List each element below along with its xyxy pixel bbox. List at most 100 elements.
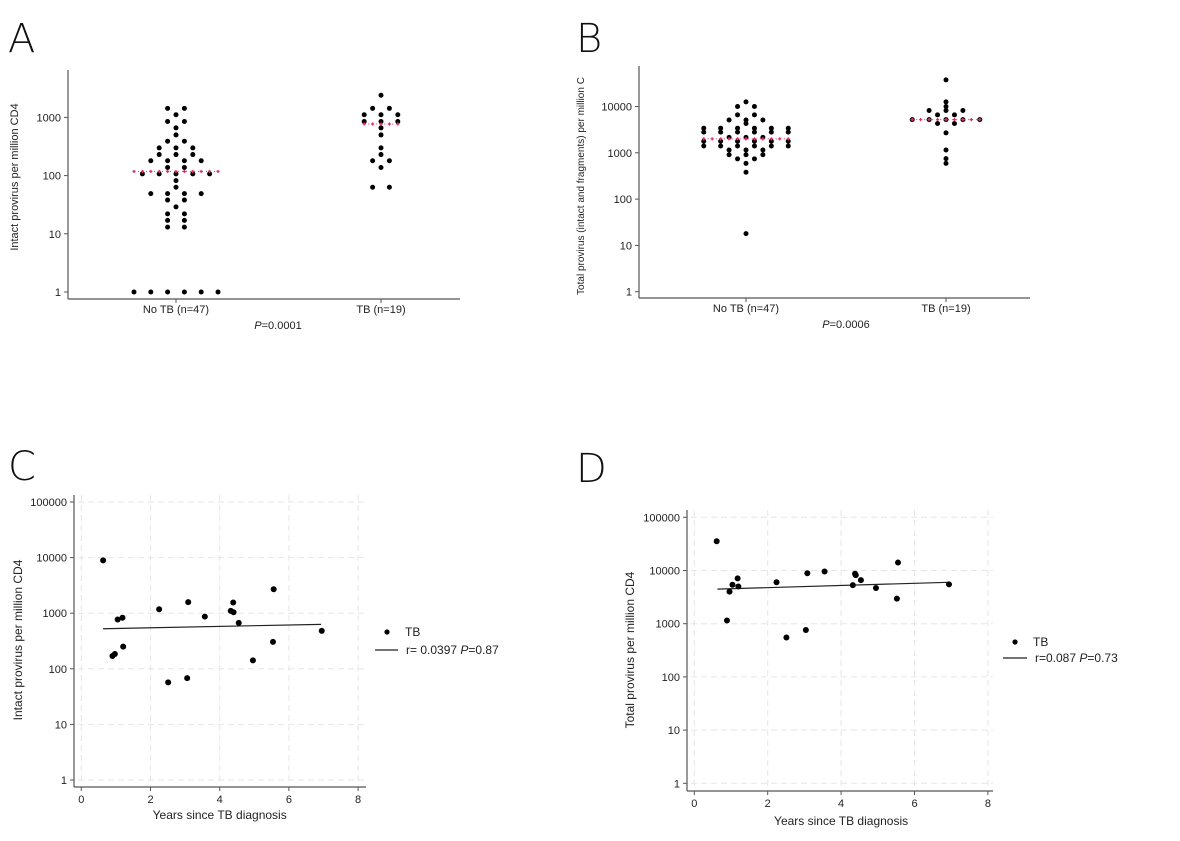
data-point [165,138,171,144]
data-point [215,289,221,295]
data-point [735,143,741,149]
data-point [201,613,208,620]
y-tick-label: 100 [43,171,61,183]
panel-d: D 1 10 100 1000 10000 100000 Total provirus per… [576,446,1118,828]
median-marker [379,122,383,126]
y-tick-label: 10 [55,719,67,731]
x-tick-label: 2 [147,794,153,806]
data-point [270,586,277,593]
data-point [181,217,187,223]
data-point [370,184,376,190]
y-axis-title: Total provirus per million CD4 [623,571,637,728]
panel-letter: D [576,446,607,492]
data-point [751,143,757,149]
data-point [943,77,949,83]
y-axis-title: Intact provirus per million CD4 [9,103,21,250]
data-point [207,171,213,177]
data-point [743,120,749,126]
y-axis-title: Intact provirus per million CD4 [11,559,25,720]
y-tick-label: 10000 [601,102,632,114]
data-point [395,112,401,118]
data-point [318,627,325,634]
data-point [181,224,187,230]
data-point [894,559,901,566]
panel-c: C 1 10 100 1000 10000 100000 Intact provirus pe… [8,444,499,822]
median-marker [216,169,220,174]
data-point [165,164,171,170]
x-tick-label: 2 [765,798,771,810]
y-tick-label: 100 [662,672,680,684]
data-point [726,147,732,153]
median-marker [719,137,723,141]
legend-label: r=0.087 P=0.73 [1035,651,1118,665]
data-point [386,158,392,164]
median-marker [396,122,400,126]
data-point [701,129,707,135]
category-label: No TB (n=47) [143,304,209,316]
data-point [119,614,126,621]
data-point [181,211,187,217]
data-point [181,289,187,295]
data-point [198,289,204,295]
data-point [718,138,724,144]
data-point [735,104,741,109]
data-point [378,132,384,138]
data-point [378,112,384,118]
data-point [173,145,179,151]
legend-label: r= 0.0397 P=0.87 [406,643,499,657]
data-point [726,117,732,123]
data-point [743,169,749,175]
data-point [785,129,791,135]
data-point [943,147,949,153]
data-point [734,575,741,582]
data-point [951,120,957,126]
p-value-annotation: P=0.0001 [254,320,301,332]
data-point [943,156,949,162]
data-point [370,105,376,111]
data-point [943,99,949,105]
data-point [165,217,171,223]
data-point [156,606,163,613]
median-marker [961,118,965,122]
data-point [783,634,790,641]
data-point [785,125,791,131]
median-marker [978,118,982,122]
data-point [701,143,707,149]
median-marker [752,137,757,141]
data-point [100,557,107,564]
data-point [173,132,179,138]
data-point [943,104,949,109]
median-marker [786,137,790,141]
data-point [386,105,392,111]
median-marker [182,169,186,174]
median-marker [174,169,178,174]
legend: TB r=0.087 P=0.73 [1003,635,1118,665]
data-point [165,679,172,686]
data-point [165,158,171,164]
data-point [802,627,809,634]
data-point [735,129,741,135]
legend-label: TB [405,625,420,639]
data-point [768,129,774,135]
data-point [718,129,724,135]
x-tick-label: 6 [911,798,917,810]
x-tick-label: 0 [78,794,84,806]
data-point [760,147,766,153]
median-marker [140,169,144,174]
data-point [190,152,196,158]
data-point [148,191,154,197]
x-tick-label: 4 [217,794,223,806]
data-point [751,156,757,162]
data-point [378,92,384,98]
data-point [735,156,741,162]
data-point [378,119,384,125]
data-point [173,125,179,131]
data-point [131,289,137,295]
data-point [723,617,730,624]
data-point [361,112,367,118]
data-point [849,582,856,589]
data-point [743,147,749,153]
data-point [181,119,187,125]
data-point [156,171,162,177]
data-point [378,145,384,151]
